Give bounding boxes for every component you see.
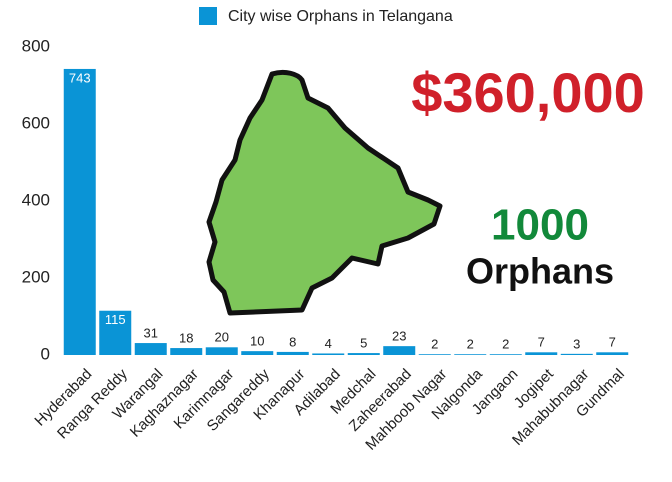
y-tick-label: 600 bbox=[22, 113, 50, 132]
value-label: 115 bbox=[105, 312, 126, 327]
bar bbox=[134, 343, 167, 355]
bar bbox=[383, 346, 416, 355]
value-label: 2 bbox=[502, 337, 509, 352]
legend-swatch bbox=[199, 7, 217, 25]
value-label: 5 bbox=[360, 336, 367, 351]
value-label: 31 bbox=[144, 326, 158, 341]
value-label: 2 bbox=[467, 337, 474, 352]
value-label: 7 bbox=[538, 335, 545, 350]
value-label: 10 bbox=[250, 334, 264, 349]
legend-label: City wise Orphans in Telangana bbox=[228, 8, 453, 25]
value-label: 23 bbox=[392, 329, 406, 344]
bar bbox=[276, 351, 309, 355]
orphans-label: Orphans bbox=[466, 251, 614, 292]
value-label: 18 bbox=[179, 331, 193, 346]
y-tick-label: 400 bbox=[22, 190, 50, 209]
bar bbox=[454, 354, 487, 355]
telangana-map bbox=[206, 69, 443, 316]
bar bbox=[347, 353, 380, 355]
bar bbox=[525, 352, 558, 355]
value-label: 4 bbox=[325, 336, 332, 351]
count: 1000 bbox=[491, 201, 589, 250]
bar bbox=[560, 353, 593, 355]
bar bbox=[489, 354, 522, 355]
amount: $360,000 bbox=[411, 61, 645, 124]
bar bbox=[170, 348, 203, 355]
bar bbox=[418, 354, 451, 355]
value-label: 743 bbox=[69, 70, 91, 85]
bar bbox=[205, 347, 238, 355]
bar bbox=[99, 310, 132, 355]
bar bbox=[241, 351, 274, 355]
bar bbox=[63, 68, 96, 355]
y-tick-label: 200 bbox=[22, 267, 50, 286]
value-label: 2 bbox=[431, 337, 438, 352]
value-label: 20 bbox=[215, 330, 229, 345]
value-label: 7 bbox=[609, 335, 616, 350]
y-tick-label: 0 bbox=[41, 344, 50, 363]
y-tick-label: 800 bbox=[22, 36, 50, 55]
value-label: 3 bbox=[573, 336, 580, 351]
bar bbox=[596, 352, 629, 355]
value-label: 8 bbox=[289, 334, 296, 349]
bar bbox=[312, 353, 345, 355]
